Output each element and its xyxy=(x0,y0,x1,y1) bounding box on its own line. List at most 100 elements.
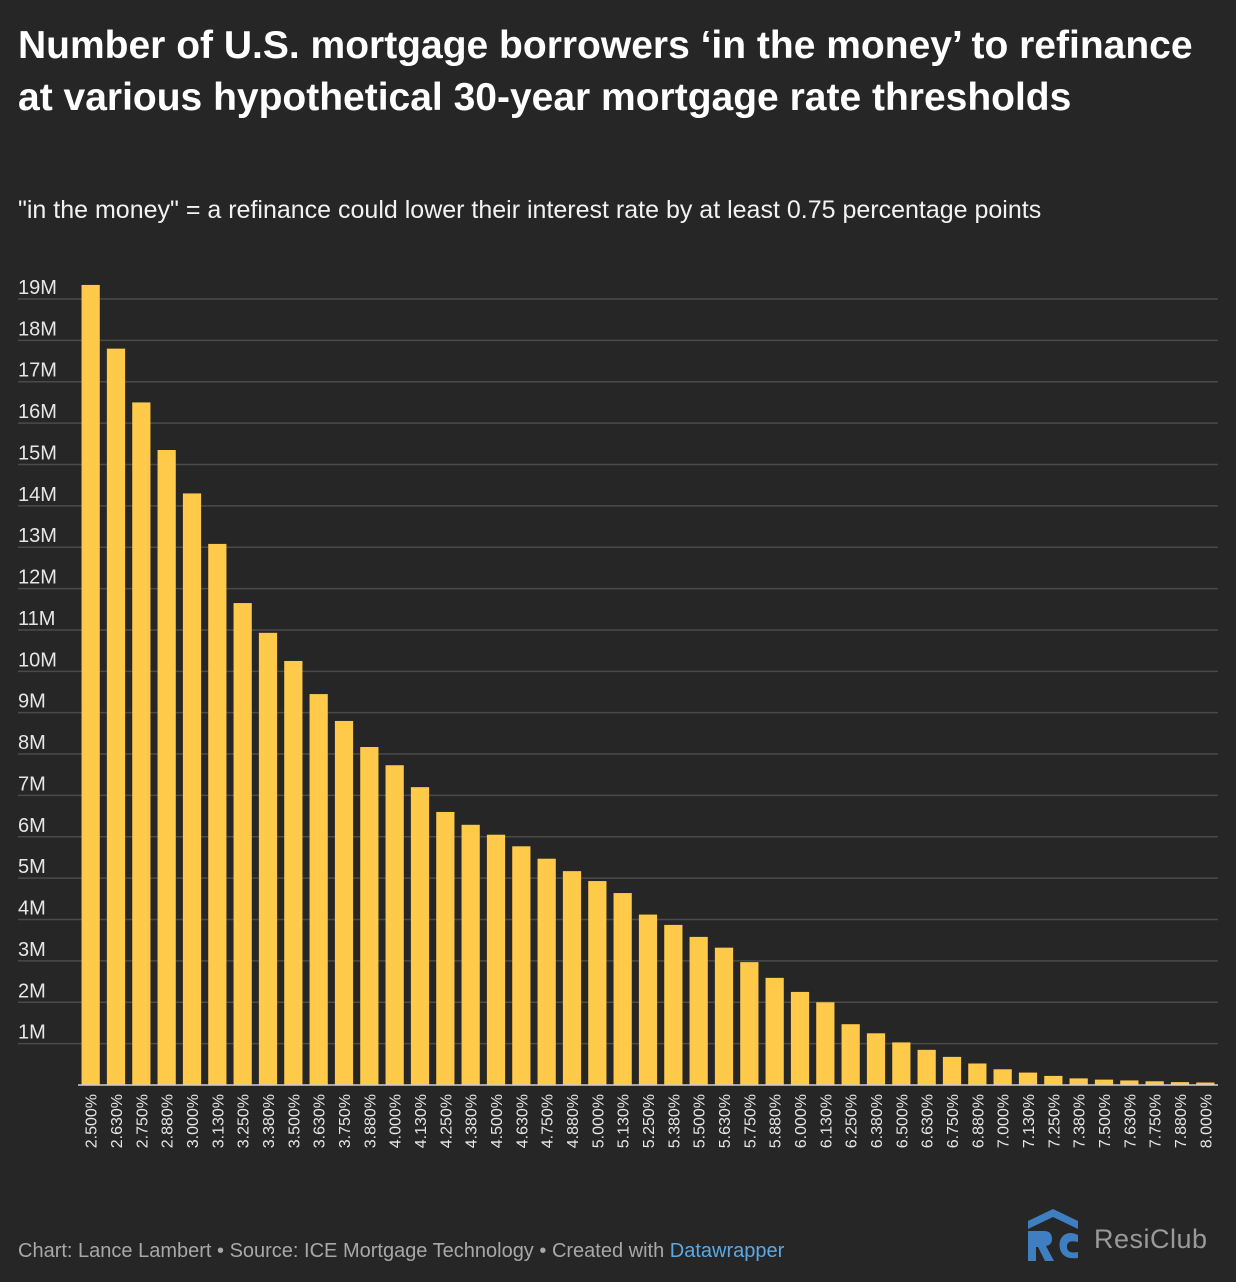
created-with-label: Created with xyxy=(551,1240,670,1262)
bar xyxy=(208,543,227,1085)
x-tick-label: 6.380% xyxy=(869,1094,886,1148)
bar xyxy=(892,1042,911,1085)
bar xyxy=(1170,1082,1190,1085)
bar xyxy=(132,402,151,1086)
x-tick-label: 5.750% xyxy=(742,1094,759,1148)
y-tick-label: 3M xyxy=(18,939,46,961)
bar xyxy=(233,603,252,1085)
x-tick-label: 2.500% xyxy=(84,1094,101,1148)
bar xyxy=(157,449,176,1085)
y-tick-label: 14M xyxy=(18,484,57,506)
bar xyxy=(664,924,683,1085)
x-tick-label: 5.880% xyxy=(768,1094,785,1148)
y-tick-label: 2M xyxy=(18,980,46,1002)
bar xyxy=(588,881,607,1085)
x-tick-label: 7.500% xyxy=(1097,1094,1114,1148)
chart-subtitle: "in the money" = a refinance could lower… xyxy=(18,196,1042,224)
bar xyxy=(284,660,303,1085)
x-tick-label: 7.000% xyxy=(996,1094,1013,1148)
x-tick-label: 7.250% xyxy=(1046,1094,1063,1148)
y-tick-label: 15M xyxy=(18,442,57,464)
bar xyxy=(385,765,404,1085)
bar xyxy=(334,720,354,1085)
x-tick-label: 6.750% xyxy=(945,1094,962,1148)
chart-footer: Chart: Lance Lambert • Source: ICE Mortg… xyxy=(18,1237,784,1265)
y-tick-label: 1M xyxy=(18,1022,46,1044)
y-tick-label: 17M xyxy=(18,360,57,382)
bar xyxy=(512,846,531,1085)
rc-logo-icon xyxy=(1028,1209,1078,1261)
bar xyxy=(1018,1072,1038,1085)
x-tick-label: 7.750% xyxy=(1148,1094,1165,1148)
bar xyxy=(486,834,506,1085)
x-tick-label: 7.130% xyxy=(1021,1094,1038,1148)
footer-separator-2: • xyxy=(533,1240,552,1262)
x-tick-label: 5.500% xyxy=(692,1094,709,1148)
x-tick-label: 6.880% xyxy=(970,1094,987,1148)
y-tick-label: 12M xyxy=(18,567,57,589)
y-tick-label: 18M xyxy=(18,318,57,340)
bar xyxy=(1120,1080,1139,1085)
y-tick-label: 10M xyxy=(18,649,57,671)
x-tick-label: 3.880% xyxy=(362,1094,379,1148)
x-tick-label: 5.380% xyxy=(666,1094,683,1148)
y-axis-ticks: 1M 2M 3M 4M 5M 6M 7M 8M 9M 10M 11M 12M 13M 14M 15M 16M 1… xyxy=(18,277,57,1044)
x-tick-label: 3.500% xyxy=(286,1094,303,1148)
bar xyxy=(816,1002,835,1085)
bar xyxy=(689,936,708,1085)
x-tick-label: 2.750% xyxy=(134,1094,151,1148)
bar xyxy=(1044,1075,1063,1085)
x-tick-label: 3.250% xyxy=(236,1094,253,1148)
bar xyxy=(866,1033,886,1085)
bar xyxy=(942,1056,962,1085)
bar xyxy=(1069,1078,1088,1085)
x-tick-label: 5.000% xyxy=(590,1094,607,1148)
x-tick-label: 7.380% xyxy=(1072,1094,1089,1148)
bar xyxy=(740,962,759,1085)
x-tick-label: 6.130% xyxy=(818,1094,835,1148)
x-tick-label: 4.130% xyxy=(413,1094,430,1148)
y-tick-label: 9M xyxy=(18,691,46,713)
chart-credit: Chart: Lance Lambert xyxy=(18,1240,212,1262)
x-tick-label: 7.880% xyxy=(1173,1094,1190,1148)
x-tick-label: 4.000% xyxy=(388,1094,405,1148)
bar xyxy=(106,348,126,1086)
bar xyxy=(1094,1079,1114,1085)
x-tick-label: 4.750% xyxy=(540,1094,557,1148)
x-tick-label: 3.630% xyxy=(312,1094,329,1148)
bar xyxy=(714,947,734,1085)
y-tick-label: 8M xyxy=(18,732,46,754)
bar xyxy=(1145,1081,1164,1085)
bar xyxy=(537,858,556,1085)
bar xyxy=(461,824,480,1085)
bar xyxy=(917,1049,936,1085)
x-tick-label: 2.880% xyxy=(160,1094,177,1148)
bar xyxy=(765,977,784,1085)
datawrapper-link[interactable]: Datawrapper xyxy=(669,1240,785,1262)
x-tick-label: 5.130% xyxy=(616,1094,633,1148)
x-tick-label: 6.250% xyxy=(844,1094,861,1148)
bar xyxy=(410,787,430,1085)
x-tick-label: 5.630% xyxy=(717,1094,734,1148)
y-tick-label: 6M xyxy=(18,815,46,837)
bars xyxy=(81,284,1215,1086)
y-tick-label: 16M xyxy=(18,401,57,423)
x-tick-label: 5.250% xyxy=(641,1094,658,1148)
footer-separator-1: • xyxy=(211,1240,230,1262)
x-tick-label: 3.130% xyxy=(210,1094,227,1148)
bar xyxy=(182,493,202,1085)
y-tick-label: 7M xyxy=(18,773,46,795)
x-tick-label: 3.380% xyxy=(261,1094,278,1148)
bar xyxy=(613,893,632,1085)
bar xyxy=(790,991,810,1085)
x-tick-label: 3.750% xyxy=(337,1094,354,1148)
x-tick-label: 8.000% xyxy=(1198,1094,1215,1148)
chart-title: Number of U.S. mortgage borrowers ‘in th… xyxy=(18,24,1193,119)
x-tick-label: 4.630% xyxy=(514,1094,531,1148)
y-tick-label: 19M xyxy=(18,277,57,299)
x-tick-label: 6.000% xyxy=(793,1094,810,1148)
bar xyxy=(436,811,455,1085)
y-tick-label: 11M xyxy=(18,608,55,630)
logo-wordmark: ResiClub xyxy=(1094,1224,1208,1254)
